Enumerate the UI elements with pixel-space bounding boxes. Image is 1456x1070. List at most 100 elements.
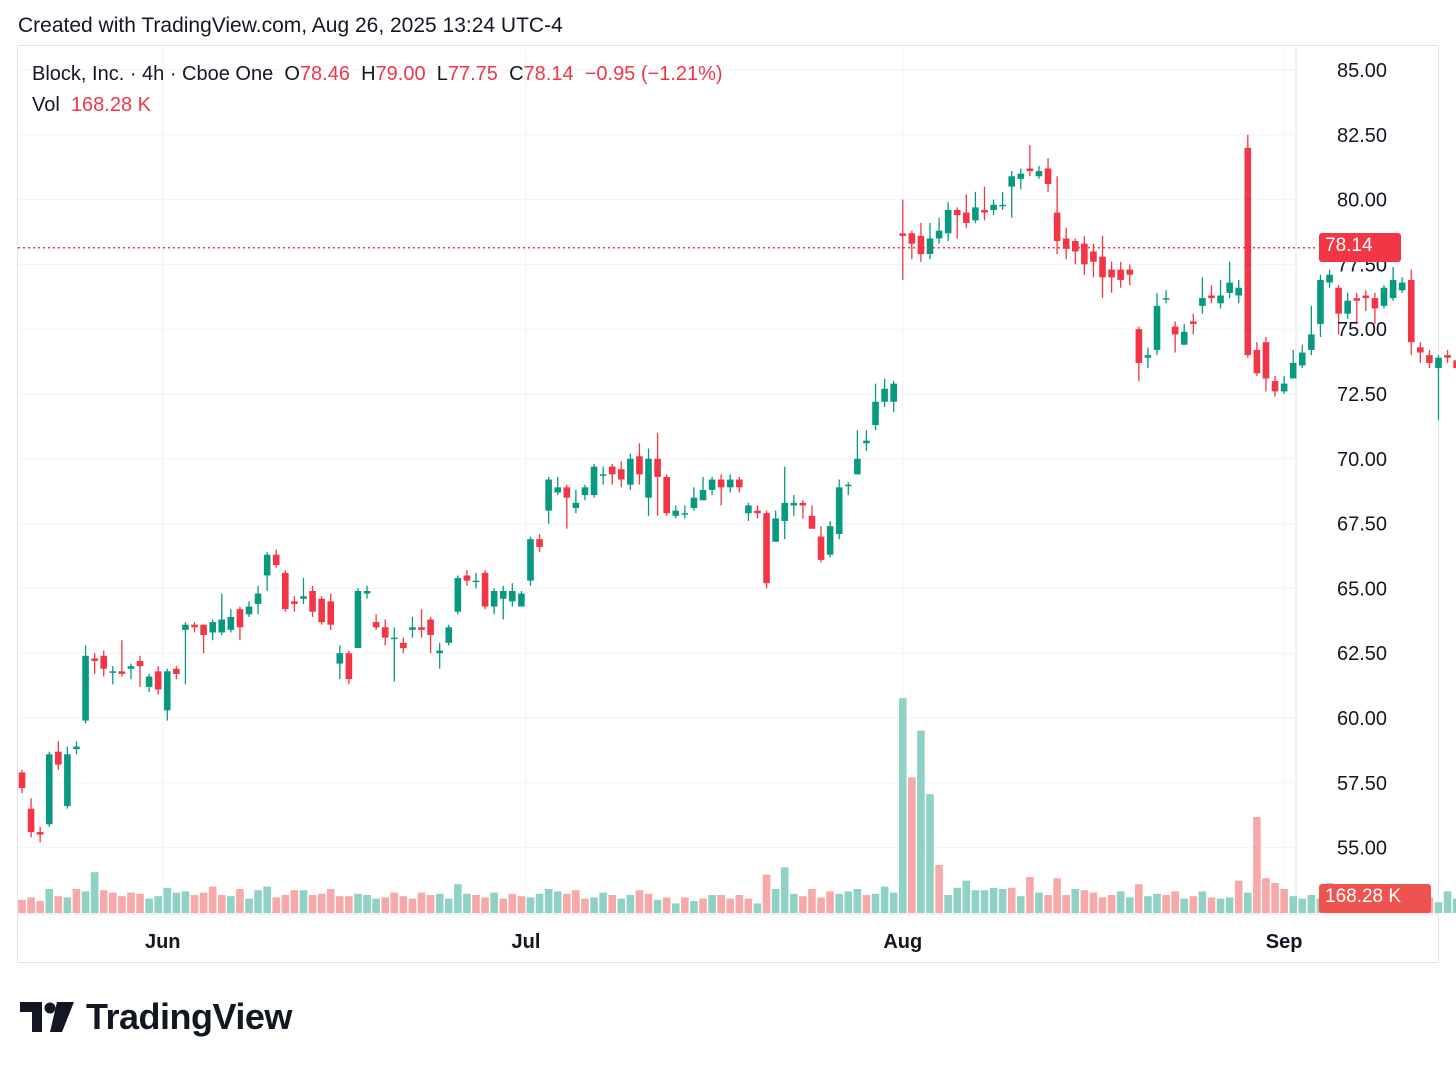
candle-body (291, 601, 298, 604)
volume-bar (1171, 891, 1179, 913)
candle-body (1298, 352, 1306, 366)
candle-body (363, 590, 371, 594)
volume-bar (354, 893, 362, 913)
candle-body (272, 554, 280, 566)
candle-body (55, 751, 62, 765)
volume-bar (109, 892, 117, 913)
open-value: 78.46 (299, 63, 350, 85)
candle-body (654, 458, 661, 477)
candle-body (863, 440, 870, 444)
volume-bar (790, 893, 798, 913)
volume-bar (499, 898, 508, 913)
candle-body (690, 497, 698, 509)
tradingview-logo[interactable]: TradingView (20, 996, 292, 1038)
volume-bar (608, 895, 616, 913)
volume-bar (717, 895, 725, 913)
candle-body (944, 209, 952, 234)
y-tick-label: 62.50 (1337, 643, 1387, 665)
volume-bar (227, 896, 235, 913)
candle-body (599, 474, 607, 476)
candle-body (518, 593, 525, 607)
candle-body (145, 676, 153, 687)
candle-body (1389, 279, 1397, 299)
candle-body (1426, 355, 1433, 363)
candle-body (1262, 342, 1270, 379)
candle-body (627, 458, 634, 485)
volume-bar (472, 895, 480, 913)
tradingview-logo-icon (20, 1002, 74, 1032)
candle-body (1444, 355, 1451, 358)
volume-bar (572, 890, 580, 913)
candle-body (1271, 381, 1279, 392)
volume-value: 168.28 K (70, 94, 152, 116)
candle-body (1135, 329, 1143, 363)
candle-body (490, 590, 498, 607)
volume-bar (908, 777, 916, 913)
candle-body (245, 606, 253, 615)
candle-body (826, 526, 834, 555)
x-tick-label: Aug (883, 931, 922, 953)
candle-body (1380, 287, 1388, 306)
candle-body (935, 230, 943, 239)
volume-bar (844, 891, 853, 913)
volume-bar (336, 896, 344, 913)
y-tick-label: 80.00 (1337, 190, 1387, 212)
candle-body (1162, 298, 1170, 300)
candle-body (463, 575, 471, 581)
candle-body (708, 479, 716, 490)
candle-body (1353, 298, 1361, 301)
volume-bar (290, 890, 299, 913)
candle-body (254, 593, 262, 604)
candle-body (64, 754, 71, 807)
candle-body (1081, 243, 1088, 265)
volume-bar (708, 895, 716, 913)
candle-body (890, 383, 897, 402)
open-label: O (284, 63, 300, 85)
volume-bar (36, 901, 44, 913)
candle-body (499, 590, 507, 599)
volume-bar (599, 892, 607, 913)
volume-bar (880, 886, 889, 913)
grid-lines (18, 46, 1438, 915)
candle-body (590, 466, 598, 496)
x-tick-label: Jun (145, 931, 181, 953)
candle-body (763, 513, 770, 584)
volume-bar (390, 892, 399, 913)
candle-body (1190, 321, 1197, 325)
candle-body (472, 580, 480, 583)
candle-body (572, 502, 580, 509)
y-tick-label: 57.50 (1337, 773, 1387, 795)
y-tick-label: 70.00 (1337, 449, 1387, 471)
candle-body (1026, 168, 1034, 172)
volume-bar (989, 887, 998, 913)
candle-body (282, 572, 289, 610)
volume-bar (889, 892, 898, 913)
volume-bar (490, 892, 498, 913)
candle-body (27, 808, 35, 833)
candle-body (400, 642, 407, 649)
candle-body (136, 660, 144, 667)
volume-bar (381, 897, 389, 913)
candle-body (481, 572, 489, 607)
candle-body (345, 653, 353, 680)
volume-bar (72, 889, 81, 913)
volume-bar (662, 897, 671, 913)
volume-bar (1089, 892, 1098, 913)
volume-bar (553, 891, 562, 913)
candle-body (381, 627, 389, 638)
candle-body (663, 476, 670, 514)
volume-bar (45, 889, 54, 913)
candle-body (91, 658, 98, 661)
volume-label: Vol (32, 94, 60, 116)
candle-body (36, 832, 44, 835)
volume-bar (780, 867, 789, 913)
candle-body (390, 637, 398, 640)
volume-legend: Vol 168.28 K (32, 94, 151, 117)
volume-bar (1125, 897, 1134, 913)
candle-body (917, 235, 925, 255)
volume-bar (526, 897, 535, 913)
candle-body (536, 539, 543, 547)
volume-bar (272, 897, 281, 913)
y-tick-label: 72.50 (1337, 384, 1387, 406)
